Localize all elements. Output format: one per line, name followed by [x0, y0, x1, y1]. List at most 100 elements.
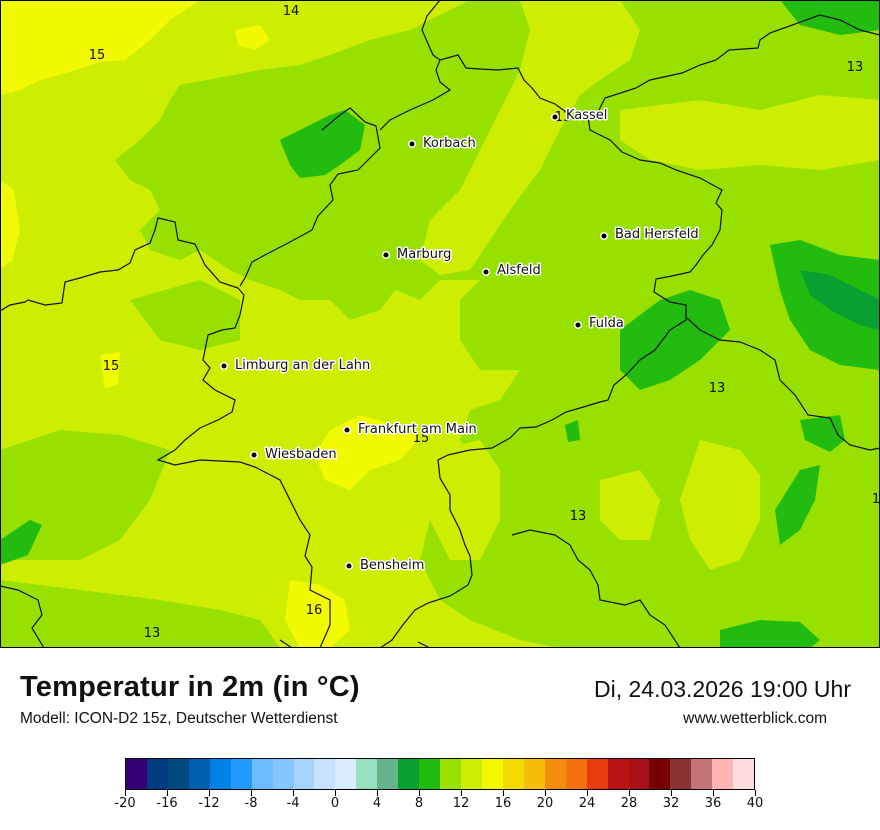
temperature-zone-8-10: [0, 520, 42, 565]
legend-tick-label: -16: [156, 796, 178, 811]
contour-label: 13: [555, 110, 572, 125]
temperature-zone-12-14: [620, 95, 880, 170]
legend-bin: [377, 759, 399, 789]
temperature-zone-14-16: [0, 180, 20, 270]
temperature-zone-8-10: [620, 290, 730, 390]
legend-tick: [250, 790, 252, 796]
legend-bin: [670, 759, 692, 789]
temperature-zone-14-16: [0, 0, 200, 95]
city-alsfeld[interactable]: Alsfeld: [481, 262, 542, 280]
legend-bin: [691, 759, 713, 789]
city-korbach[interactable]: Korbach: [407, 135, 477, 153]
temperature-map[interactable]: 14 15 13 13 15 13 15 13 1 16 13 Kassel K…: [0, 0, 880, 648]
legend-tick: [754, 790, 756, 796]
contour-label: 15: [413, 431, 430, 446]
legend-tick: [208, 790, 210, 796]
legend-bin: [419, 759, 441, 789]
temperature-zone-14-16: [100, 352, 120, 388]
city-bensheim[interactable]: Bensheim: [344, 557, 426, 575]
city-label: Kassel: [566, 108, 607, 123]
legend-bin: [209, 759, 231, 789]
contour-label: 13: [144, 626, 161, 641]
legend-bin: [565, 759, 587, 789]
city-marker-icon: [573, 320, 583, 330]
legend-tick-label: 28: [620, 796, 638, 811]
legend-tick: [334, 790, 336, 796]
legend-bin: [523, 759, 545, 789]
contour-label: 1: [872, 492, 880, 507]
legend-bin: [188, 759, 210, 789]
legend-tick: [292, 790, 294, 796]
legend-bin: [502, 759, 524, 789]
temperature-zone-12-14: [0, 300, 80, 390]
legend-tick-label: 36: [704, 796, 722, 811]
city-wiesbaden[interactable]: Wiesbaden: [249, 446, 338, 464]
city-label: Wiesbaden: [265, 447, 337, 462]
city-label: Fulda: [589, 316, 624, 331]
legend-tick-label: 0: [330, 796, 340, 811]
legend-tick: [712, 790, 714, 796]
city-marburg[interactable]: Marburg: [381, 246, 453, 264]
city-label: Marburg: [397, 247, 451, 262]
legend-bin: [733, 759, 755, 789]
city-label: Frankfurt am Main: [358, 422, 477, 437]
city-kassel[interactable]: Kassel: [550, 107, 609, 125]
city-marker-icon: [481, 267, 491, 277]
legend-tick-label: 16: [494, 796, 512, 811]
temperature-zone-10-12: [130, 280, 240, 350]
temperature-zone-10-12: [0, 430, 170, 560]
legend-bin: [712, 759, 734, 789]
temperature-zone-12-14: [600, 470, 660, 540]
temperature-zone-8-10: [720, 620, 820, 648]
city-label: Alsfeld: [497, 263, 541, 278]
temperature-zone-12-14: [420, 0, 640, 275]
legend-tick: [166, 790, 168, 796]
city-label: Bad Hersfeld: [615, 227, 699, 242]
temperature-zone-10-12: [0, 580, 280, 648]
temperature-zone-8-10: [565, 420, 580, 442]
temperature-zone-12-14: [430, 440, 500, 560]
legend-bin: [628, 759, 650, 789]
legend-tick-label: 4: [372, 796, 382, 811]
contour-label: 13: [847, 60, 864, 75]
legend-tick-label: -20: [114, 796, 136, 811]
legend-tick-label: -8: [244, 796, 258, 811]
legend-bin: [251, 759, 273, 789]
legend-bin: [126, 759, 147, 789]
temperature-zone-6-8: [800, 270, 880, 330]
city-limburg-an-der-lahn[interactable]: Limburg an der Lahn: [219, 357, 372, 375]
city-fulda[interactable]: Fulda: [573, 315, 625, 333]
temperature-zone-14-16: [285, 580, 350, 648]
city-marker-icon: [249, 450, 259, 460]
legend-bin: [335, 759, 357, 789]
legend-tick: [460, 790, 462, 796]
temperature-zone-8-10: [280, 110, 365, 178]
city-marker-icon: [407, 139, 417, 149]
legend-bin: [272, 759, 294, 789]
legend-bin: [167, 759, 189, 789]
legend-tick-label: -4: [286, 796, 300, 811]
legend-tick: [502, 790, 504, 796]
legend-bin: [649, 759, 671, 789]
state-border: [0, 0, 880, 648]
contour-label: 15: [89, 48, 106, 63]
city-marker-icon: [344, 561, 354, 571]
contour-label: 13: [709, 381, 726, 396]
legend-bin: [481, 759, 503, 789]
legend-bin: [356, 759, 378, 789]
legend-tick: [670, 790, 672, 796]
city-marker-icon: [381, 250, 391, 260]
city-label: Limburg an der Lahn: [235, 358, 370, 373]
contour-labels: 14 15 13 13 15 13 15 13 1 16 13: [89, 4, 880, 641]
city-marker-icon: [219, 361, 229, 371]
legend-bin: [440, 759, 461, 789]
legend-tick-label: 40: [746, 796, 764, 811]
color-legend-ticks: -20 -16 -12 -8 -4 0 4 8 12 16 20 24 28 32 36 40: [114, 790, 763, 820]
website-link[interactable]: www.wetterblick.com: [683, 710, 827, 727]
model-source: Modell: ICON-D2 15z, Deutscher Wetterdie…: [20, 710, 338, 727]
city-frankfurt-am-main[interactable]: Frankfurt am Main: [342, 421, 478, 439]
chart-title: Temperatur in 2m (in °C): [20, 671, 360, 703]
forecast-datetime: Di, 24.03.2026 19:00 Uhr: [593, 676, 851, 702]
city-bad-hersfeld[interactable]: Bad Hersfeld: [599, 226, 700, 244]
legend-tick-label: 20: [536, 796, 554, 811]
